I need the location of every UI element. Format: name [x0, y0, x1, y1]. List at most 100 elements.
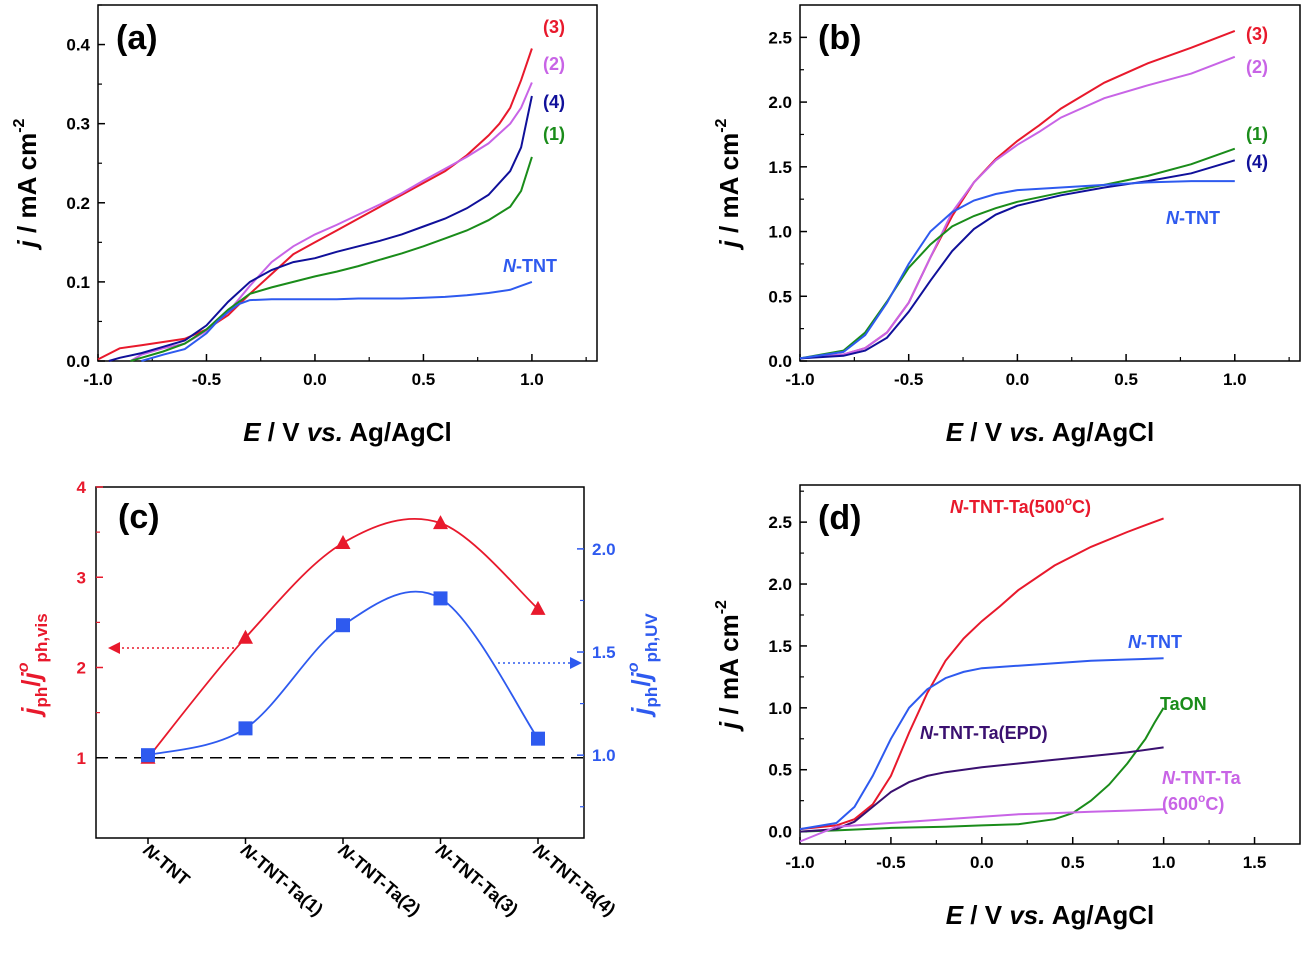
- series-label-text: -TNT-Ta: [1175, 768, 1242, 788]
- y-tick-label: 0.0: [768, 352, 792, 371]
- y-right-tick-label: 1.5: [592, 643, 616, 662]
- series-line: [97, 48, 533, 361]
- panel-label: (c): [118, 498, 160, 536]
- series-label-italic: N: [920, 723, 934, 743]
- ylabel-left-sub: ph: [32, 687, 51, 708]
- panel-2: 1 2 3 4 1.0 1.5 2.0 N-TNT N-TNT-Ta(1) N-TNT-Ta(2)…: [15, 478, 661, 920]
- category-text: -TNT-Ta(1): [247, 848, 327, 920]
- right-arrow-head: [570, 657, 582, 669]
- y-tick-label: 2.5: [768, 513, 792, 532]
- category-text: -TNT-Ta(2): [344, 848, 424, 920]
- series-label: (2): [543, 54, 565, 74]
- y-left-tick-label: 2: [77, 659, 86, 678]
- y-tick-label: 0.5: [768, 761, 792, 780]
- y-axis-symbol: j: [714, 721, 744, 732]
- series-label: N-TNT-Ta(500oC): [950, 494, 1091, 517]
- series-label: (3): [1246, 24, 1268, 44]
- plot-frame: [97, 4, 598, 362]
- y-tick-label: 0.0: [768, 823, 792, 842]
- x-tick-label: -1.0: [785, 853, 814, 872]
- panel-label: (b): [818, 19, 861, 57]
- x-tick-label: 0.5: [412, 370, 436, 389]
- x-tick-label: 1.0: [1152, 853, 1176, 872]
- y-axis-label: j / mA cm-2: [11, 118, 42, 250]
- series-label-text: -TNT-Ta(EPD): [933, 723, 1048, 743]
- square-marker: [336, 618, 350, 633]
- ylabel-right: jph/joph,UV: [625, 613, 661, 718]
- ylabel-left-j2: j: [16, 671, 46, 682]
- series-label-text: C): [1205, 794, 1224, 814]
- series-label-italic: N: [1166, 208, 1180, 228]
- series-label-sup: o: [1065, 494, 1072, 508]
- ylabel-right-slash: /: [626, 679, 656, 686]
- x-axis-unit: / V: [963, 417, 1009, 447]
- triangle-marker: [530, 600, 546, 615]
- x-axis-label: E / V vs. Ag/AgCl: [946, 900, 1155, 930]
- y-tick-label: 0.1: [66, 273, 90, 292]
- y-tick-label: 1.5: [768, 637, 792, 656]
- y-right-tick-label: 2.0: [592, 540, 616, 559]
- series-label-italic: N: [1128, 632, 1142, 652]
- series-label-text: -TNT: [1141, 632, 1182, 652]
- y-axis-label: j / mA cm-2: [713, 600, 744, 732]
- y-tick-label: 2.0: [768, 93, 792, 112]
- series-label: (1): [543, 124, 565, 144]
- series-label: TaON: [1160, 694, 1207, 714]
- series-label-text: -TNT: [1179, 208, 1220, 228]
- series-line: [799, 147, 1236, 360]
- y-tick-label: 0.4: [66, 36, 90, 55]
- series-label-text: -TNT-Ta(500: [963, 497, 1065, 517]
- y-axis-unit: / mA cm: [714, 133, 744, 240]
- x-axis-vs: vs.: [1009, 417, 1045, 447]
- y-right-tick-label: 1.0: [592, 746, 616, 765]
- series-label-italic: N: [503, 256, 517, 276]
- series-label-text: C): [1072, 497, 1091, 517]
- x-tick-label: -0.5: [192, 370, 221, 389]
- x-axis-vs: vs.: [307, 417, 343, 447]
- ylabel-right-sub2: ph,UV: [642, 613, 661, 663]
- series-label: N-TNT: [1166, 208, 1220, 228]
- x-axis-label: E / V vs. Ag/AgCl: [946, 417, 1155, 447]
- series-label: (4): [543, 92, 565, 112]
- triangle-marker: [433, 515, 448, 530]
- y-tick-label: 0.2: [66, 194, 90, 213]
- category-label: N-TNT: [139, 840, 193, 890]
- ylabel-right-sup: o: [625, 662, 642, 672]
- series-line: [799, 180, 1235, 360]
- x-axis-ref: Ag/AgCl: [1045, 900, 1154, 930]
- y-tick-label: 0.5: [768, 287, 792, 306]
- x-tick-label: -0.5: [894, 370, 923, 389]
- x-tick-label: 0.5: [1114, 370, 1138, 389]
- series-label: N-TNT-Ta(EPD): [920, 723, 1048, 743]
- x-axis-symbol: E: [946, 900, 964, 930]
- y-axis-sup: -2: [713, 600, 730, 614]
- category-label: N-TNT-Ta(1): [237, 840, 327, 920]
- y-left-tick-label: 4: [77, 478, 87, 497]
- square-marker: [141, 748, 155, 763]
- series-line: [130, 156, 533, 362]
- series-line: [799, 55, 1236, 360]
- ylabel-left: jph/joph,vis: [15, 613, 51, 717]
- x-axis-ref: Ag/AgCl: [343, 417, 452, 447]
- series-line: [799, 657, 1164, 831]
- panel-0: -1.0 -0.5 0.0 0.5 1.0 0.0 0.1 0.2 0.3 0.4 (3) (2) (4…: [11, 4, 598, 447]
- left-arrow-head: [108, 642, 120, 654]
- square-marker: [531, 731, 545, 746]
- triangle-marker: [238, 629, 253, 644]
- y-left-tick-label: 1: [77, 749, 86, 768]
- category-text: -TNT: [149, 848, 193, 890]
- y-axis-sup: -2: [11, 118, 28, 132]
- x-axis-symbol: E: [243, 417, 261, 447]
- series-line: [141, 280, 533, 362]
- category-label: N-TNT-Ta(4): [529, 840, 619, 920]
- x-tick-label: 1.0: [520, 370, 544, 389]
- y-tick-label: 1.0: [768, 223, 792, 242]
- panel-3: -1.0 -0.5 0.0 0.5 1.0 1.50.00.51.01.52.02.5N-…: [713, 484, 1301, 930]
- x-tick-label: 1.0: [1223, 370, 1247, 389]
- series-label: (3): [543, 17, 565, 37]
- y-tick-label: 2.0: [768, 575, 792, 594]
- triangle-marker: [335, 534, 351, 549]
- x-axis-label: E / V vs. Ag/AgCl: [243, 417, 452, 447]
- square-marker: [238, 721, 253, 736]
- series-label: (4): [1246, 152, 1268, 172]
